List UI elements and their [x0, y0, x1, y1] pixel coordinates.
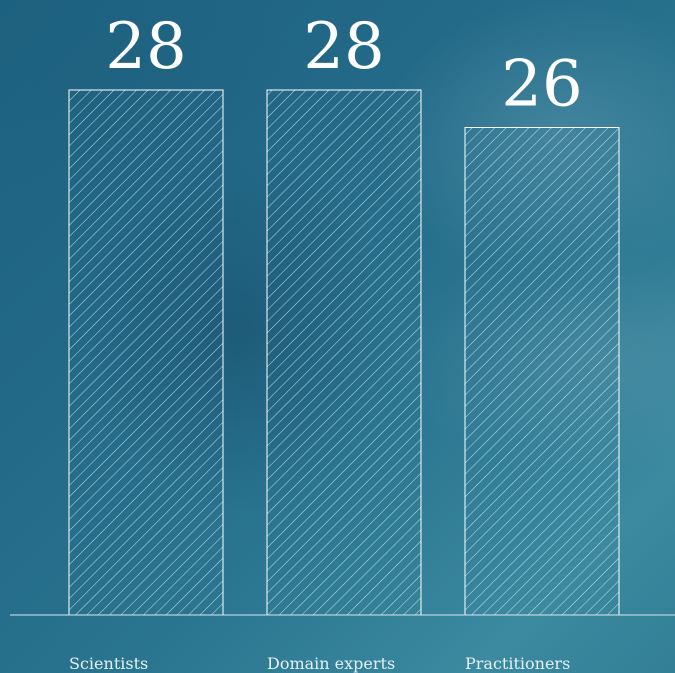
value-label-scientists: 28: [105, 10, 186, 84]
labels-layer: 28 Scientists 28 Domain experts 26 Practition…: [69, 10, 583, 673]
bar-domain-experts: [266, 89, 422, 616]
category-label-practitioners: Practitioners: [465, 654, 570, 673]
category-label-scientists: Scientists: [69, 654, 148, 673]
value-label-practitioners: 26: [501, 48, 582, 122]
bar-practitioners: [464, 127, 620, 616]
category-label-domain-experts: Domain experts: [267, 654, 395, 673]
bar-scientists: [68, 89, 224, 616]
value-label-domain-experts: 28: [303, 10, 384, 84]
bars-layer: [68, 89, 620, 616]
